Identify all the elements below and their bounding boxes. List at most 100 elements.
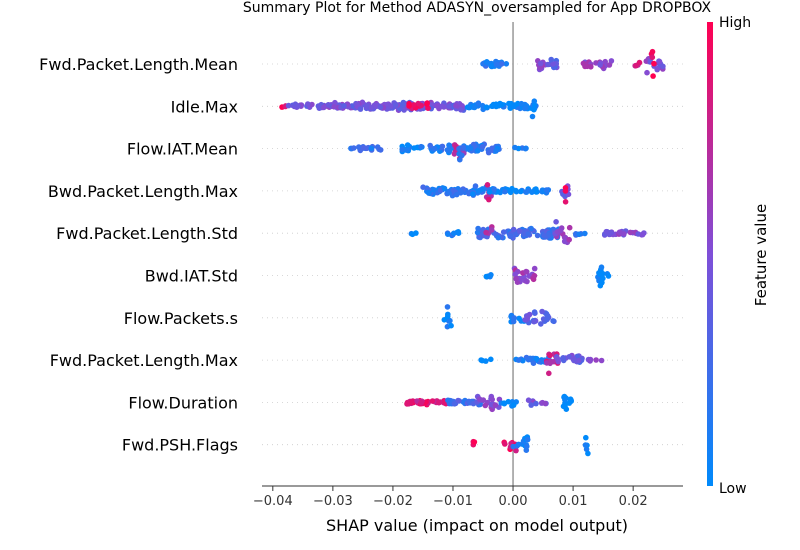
feature-row-points	[279, 98, 539, 120]
data-point	[531, 272, 538, 279]
feature-label: Fwd.Packet.Length.Mean	[39, 55, 238, 74]
x-tick-label: 0.01	[559, 494, 588, 509]
data-point	[599, 279, 605, 286]
data-point	[493, 61, 500, 68]
data-point	[399, 146, 406, 153]
data-point	[517, 228, 523, 234]
data-point	[484, 60, 491, 66]
data-point	[537, 60, 544, 67]
data-point	[510, 103, 517, 109]
data-point	[510, 443, 516, 450]
data-point	[525, 231, 532, 237]
data-point	[571, 357, 577, 364]
data-point	[598, 357, 605, 364]
x-tick-label: −0.03	[313, 494, 353, 509]
feature-row-points	[348, 141, 529, 163]
data-point	[553, 219, 559, 225]
feature-label: Flow.IAT.Mean	[127, 140, 238, 159]
data-point	[285, 102, 292, 109]
data-point	[524, 436, 531, 443]
data-point	[544, 313, 551, 319]
feature-label: Fwd.PSH.Flags	[122, 436, 238, 455]
data-point	[520, 357, 526, 364]
data-point	[488, 272, 494, 278]
data-point	[562, 397, 568, 403]
data-point	[529, 113, 536, 120]
data-point	[606, 62, 613, 68]
data-point	[408, 399, 415, 405]
data-point	[517, 188, 524, 195]
data-point	[474, 148, 481, 154]
feature-row-points	[470, 434, 591, 457]
data-point	[606, 231, 612, 238]
data-point	[542, 400, 549, 407]
data-point	[543, 187, 550, 193]
feature-label: Flow.Packets.s	[124, 309, 238, 328]
data-point	[525, 397, 532, 404]
data-point	[411, 102, 417, 108]
data-point	[425, 189, 432, 196]
data-point	[434, 103, 440, 109]
data-point	[450, 187, 457, 194]
data-point	[492, 402, 499, 408]
data-point	[418, 399, 425, 406]
data-point	[357, 106, 364, 112]
data-point	[524, 443, 530, 450]
feature-row-points	[480, 48, 666, 79]
data-point	[539, 308, 545, 315]
data-point	[479, 143, 486, 150]
data-point	[446, 142, 452, 148]
data-point	[458, 107, 464, 113]
data-point	[550, 61, 556, 67]
feature-row-points	[441, 304, 557, 330]
data-point	[660, 63, 666, 70]
data-point	[649, 48, 656, 55]
data-point	[548, 358, 554, 365]
data-point	[656, 58, 663, 65]
x-tick-label: −0.01	[433, 494, 473, 509]
data-point	[458, 188, 464, 195]
data-point	[360, 145, 367, 151]
feature-label: Flow.Duration	[128, 393, 238, 412]
data-point	[588, 64, 594, 70]
data-point	[513, 276, 519, 282]
colorbar	[707, 22, 713, 486]
data-point	[406, 103, 412, 109]
data-point	[501, 400, 508, 407]
data-point	[489, 103, 495, 109]
data-point	[429, 186, 436, 193]
data-point	[510, 318, 517, 325]
data-point	[500, 229, 507, 235]
data-point	[513, 187, 519, 194]
x-tick-label: −0.04	[253, 494, 293, 509]
data-point	[502, 441, 508, 447]
data-point	[502, 188, 508, 195]
data-point	[524, 314, 531, 321]
data-point	[484, 182, 491, 188]
data-point	[446, 103, 452, 110]
data-point	[309, 101, 315, 108]
data-point	[525, 356, 532, 363]
data-point	[475, 100, 482, 106]
data-point	[587, 358, 593, 364]
data-point	[436, 399, 442, 406]
x-tick-label: −0.02	[373, 494, 413, 509]
data-point	[466, 398, 472, 405]
data-point	[451, 401, 458, 407]
data-point	[557, 227, 564, 234]
data-point	[439, 103, 445, 109]
data-point	[566, 236, 572, 243]
data-point	[529, 189, 535, 195]
data-point	[445, 397, 451, 404]
data-point	[582, 230, 588, 237]
data-point	[530, 360, 537, 367]
data-point	[566, 224, 573, 231]
data-point	[545, 61, 551, 68]
data-point	[528, 225, 534, 232]
data-point	[533, 400, 539, 407]
data-point	[531, 318, 537, 325]
data-point	[495, 234, 502, 241]
data-point	[441, 185, 448, 192]
data-point	[650, 73, 656, 79]
